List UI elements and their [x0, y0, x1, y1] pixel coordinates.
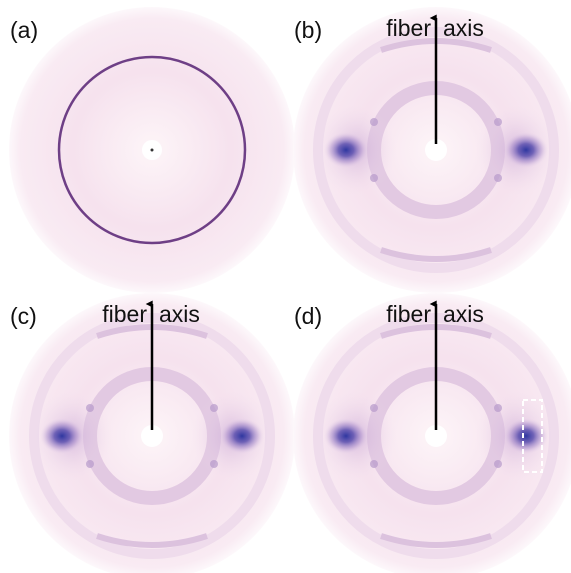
off-axis-spot	[210, 460, 218, 468]
panel-label: (d)	[294, 303, 322, 329]
figure: (a) fiber axis (b) fiber axis (c) fiber axis (d)	[0, 0, 571, 573]
panel: fiber axis (b)	[293, 7, 571, 293]
panel: (a)	[9, 7, 295, 293]
off-axis-spot	[86, 460, 94, 468]
annotation-right: axis	[443, 301, 484, 327]
off-axis-spot	[494, 118, 502, 126]
off-axis-spot	[370, 404, 378, 412]
beam-center	[151, 149, 154, 152]
off-axis-spot	[86, 404, 94, 412]
panel-label: (b)	[294, 17, 322, 43]
off-axis-spot	[370, 174, 378, 182]
off-axis-spot	[370, 460, 378, 468]
equatorial-spot	[220, 418, 264, 454]
equatorial-spot	[504, 132, 548, 168]
annotation-left: fiber	[102, 301, 147, 327]
annotation-right: axis	[443, 15, 484, 41]
equatorial-spot	[324, 418, 368, 454]
annotation-left: fiber	[386, 301, 431, 327]
panel: fiber axis (c)	[9, 293, 295, 573]
annotation-right: axis	[159, 301, 200, 327]
panel-label: (c)	[10, 303, 37, 329]
off-axis-spot	[370, 118, 378, 126]
annotation-left: fiber	[386, 15, 431, 41]
off-axis-spot	[494, 404, 502, 412]
equatorial-spot	[324, 132, 368, 168]
panel-label: (a)	[10, 17, 38, 43]
off-axis-spot	[494, 174, 502, 182]
off-axis-spot	[494, 460, 502, 468]
off-axis-spot	[210, 404, 218, 412]
panel: fiber axis (d)	[293, 293, 571, 573]
equatorial-spot	[40, 418, 84, 454]
